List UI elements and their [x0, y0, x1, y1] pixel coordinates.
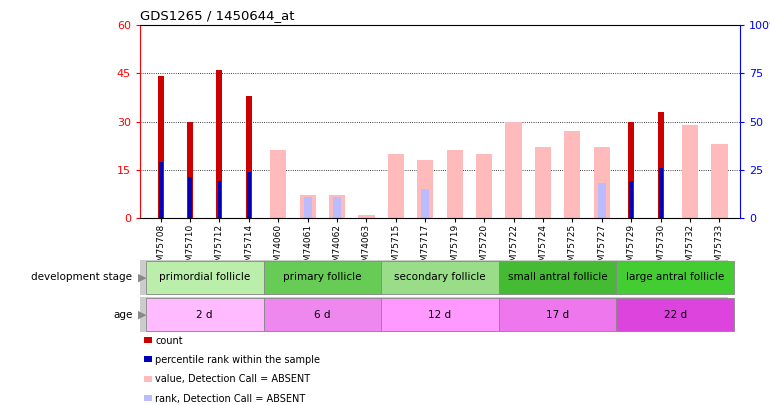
Text: value, Detection Call = ABSENT: value, Detection Call = ABSENT — [156, 375, 310, 384]
Bar — [682, 125, 698, 218]
Bar — [270, 150, 286, 218]
Bar — [303, 197, 312, 218]
Bar — [247, 172, 251, 218]
Bar — [300, 196, 316, 218]
Text: 2 d: 2 d — [196, 309, 213, 320]
Bar — [628, 122, 634, 218]
Text: primary follicle: primary follicle — [283, 273, 362, 283]
Bar — [617, 298, 734, 330]
Text: rank, Detection Call = ABSENT: rank, Detection Call = ABSENT — [156, 394, 306, 404]
Bar — [246, 96, 252, 218]
Text: large antral follicle: large antral follicle — [626, 273, 725, 283]
Bar — [658, 112, 664, 218]
Bar — [146, 298, 263, 330]
Bar — [158, 77, 163, 218]
Text: primordial follicle: primordial follicle — [159, 273, 250, 283]
Text: ▶: ▶ — [139, 309, 147, 320]
Text: small antral follicle: small antral follicle — [508, 273, 608, 283]
Text: ▶: ▶ — [139, 273, 147, 283]
Text: percentile rank within the sample: percentile rank within the sample — [156, 355, 320, 365]
Bar — [333, 197, 341, 218]
Bar — [505, 122, 521, 218]
Bar — [146, 261, 263, 294]
Text: 12 d: 12 d — [428, 309, 451, 320]
Bar — [329, 196, 345, 218]
Bar — [381, 298, 499, 330]
Bar — [535, 147, 551, 218]
Bar — [159, 162, 162, 218]
Bar — [217, 181, 221, 218]
Bar — [263, 298, 381, 330]
Text: development stage: development stage — [32, 273, 132, 283]
Bar — [263, 261, 381, 294]
Bar — [598, 183, 606, 218]
Bar — [711, 144, 728, 218]
Bar — [594, 147, 610, 218]
Text: secondary follicle: secondary follicle — [394, 273, 486, 283]
Text: age: age — [113, 309, 132, 320]
Text: 22 d: 22 d — [664, 309, 687, 320]
Bar — [421, 189, 430, 218]
Bar — [476, 153, 492, 218]
Bar — [658, 168, 662, 218]
Text: 6 d: 6 d — [314, 309, 330, 320]
Bar — [617, 261, 734, 294]
Bar — [499, 261, 617, 294]
Bar — [188, 177, 192, 218]
Bar — [629, 181, 633, 218]
Bar — [499, 298, 617, 330]
Bar — [447, 150, 463, 218]
Text: GDS1265 / 1450644_at: GDS1265 / 1450644_at — [140, 9, 294, 22]
Bar — [187, 122, 193, 218]
Bar — [381, 261, 499, 294]
Bar — [216, 70, 223, 218]
Text: 17 d: 17 d — [546, 309, 569, 320]
Bar — [564, 131, 581, 218]
Text: count: count — [156, 336, 183, 345]
Bar — [358, 215, 374, 218]
Bar — [417, 160, 434, 218]
Bar — [388, 153, 404, 218]
